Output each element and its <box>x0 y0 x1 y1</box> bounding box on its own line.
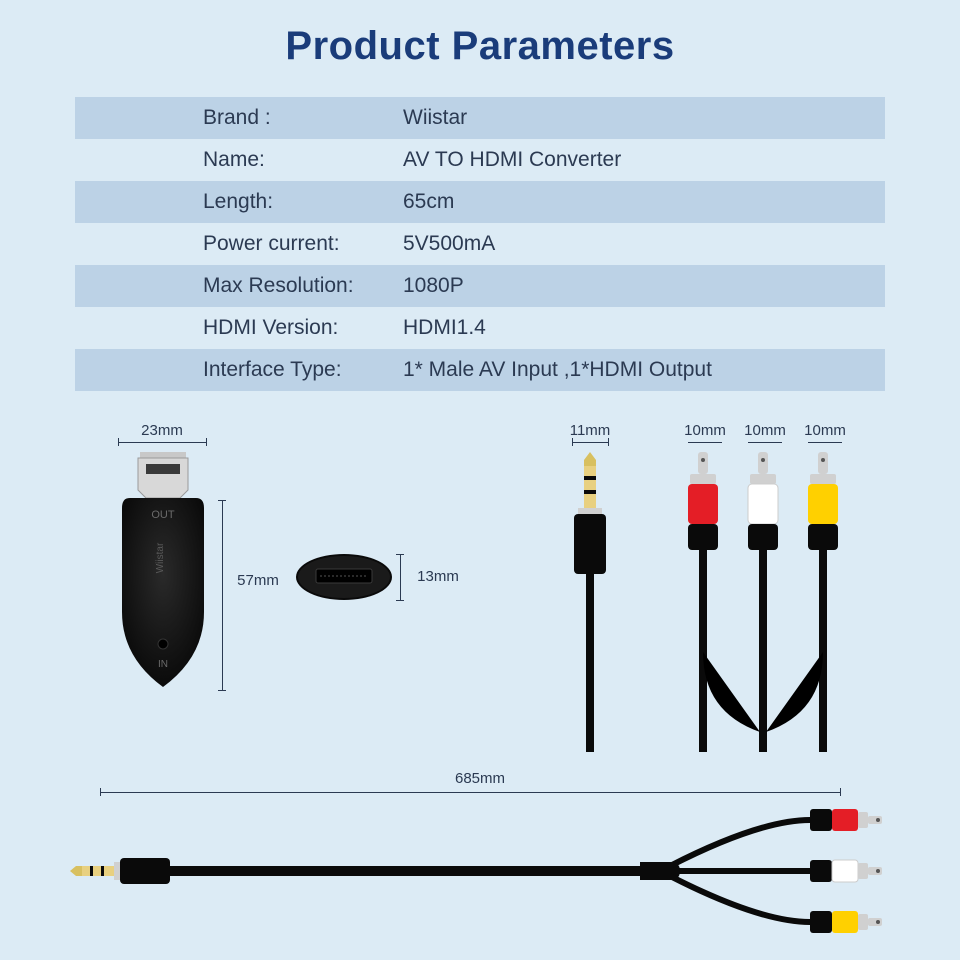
param-value: Wiistar <box>403 106 467 130</box>
param-row: Brand : Wiistar <box>75 97 885 139</box>
dim-tick <box>218 690 226 691</box>
cable-illustration: 685mm <box>0 770 960 960</box>
param-value: AV TO HDMI Converter <box>403 148 621 172</box>
param-label: Brand : <box>203 106 403 130</box>
dim-line <box>808 442 842 443</box>
dim-tick <box>396 554 404 555</box>
adapter-in-label: IN <box>158 659 168 670</box>
dim-tick <box>100 788 101 796</box>
dim-line <box>118 442 206 443</box>
param-label: Length: <box>203 190 403 214</box>
illustration-area: 23mm OUT Wiistar IN 57mm 13mm <box>0 422 960 752</box>
page-title: Product Parameters <box>0 0 960 69</box>
param-value: 1* Male AV Input ,1*HDMI Output <box>403 358 712 382</box>
dim-rca2-width: 10mm <box>738 422 792 439</box>
dim-line <box>748 442 782 443</box>
dim-rca3-width: 10mm <box>798 422 852 439</box>
param-row: Interface Type: 1* Male AV Input ,1*HDMI… <box>75 349 885 391</box>
param-row: Power current: 5V500mA <box>75 223 885 265</box>
dim-line <box>688 442 722 443</box>
param-label: Name: <box>203 148 403 172</box>
dim-line <box>400 554 401 600</box>
dim-tick <box>608 438 609 446</box>
param-row: Name: AV TO HDMI Converter <box>75 139 885 181</box>
param-label: Max Resolution: <box>203 274 403 298</box>
dim-tick <box>206 438 207 446</box>
param-row: Max Resolution: 1080P <box>75 265 885 307</box>
dim-tick <box>396 600 404 601</box>
adapter-brand-text: Wiistar <box>155 542 166 573</box>
param-value: 5V500mA <box>403 232 495 256</box>
hdmi-adapter-icon: OUT Wiistar IN <box>108 452 218 702</box>
dim-port-height: 13mm <box>408 568 468 585</box>
param-label: Power current: <box>203 232 403 256</box>
param-value: HDMI1.4 <box>403 316 486 340</box>
parameters-table: Brand : Wiistar Name: AV TO HDMI Convert… <box>75 97 885 391</box>
dim-tick <box>118 438 119 446</box>
dim-adapter-width: 23mm <box>112 422 212 439</box>
full-cable-icon <box>70 800 890 960</box>
dim-line <box>572 442 608 443</box>
rca-triple-icon <box>660 452 880 752</box>
dim-tick <box>840 788 841 796</box>
param-label: Interface Type: <box>203 358 403 382</box>
dim-rca1-width: 10mm <box>678 422 732 439</box>
param-row: HDMI Version: HDMI1.4 <box>75 307 885 349</box>
param-label: HDMI Version: <box>203 316 403 340</box>
hdmi-port-side-icon <box>294 552 394 602</box>
param-value: 65cm <box>403 190 454 214</box>
dim-line <box>222 500 223 690</box>
dim-tick <box>572 438 573 446</box>
dim-aux-width: 11mm <box>560 422 620 439</box>
dim-cable-length: 685mm <box>0 770 960 787</box>
adapter-out-label: OUT <box>151 509 175 521</box>
aux-plug-icon <box>560 452 620 752</box>
dim-line <box>100 792 840 793</box>
param-value: 1080P <box>403 274 464 298</box>
dim-tick <box>218 500 226 501</box>
param-row: Length: 65cm <box>75 181 885 223</box>
dim-adapter-height: 57mm <box>228 572 288 589</box>
